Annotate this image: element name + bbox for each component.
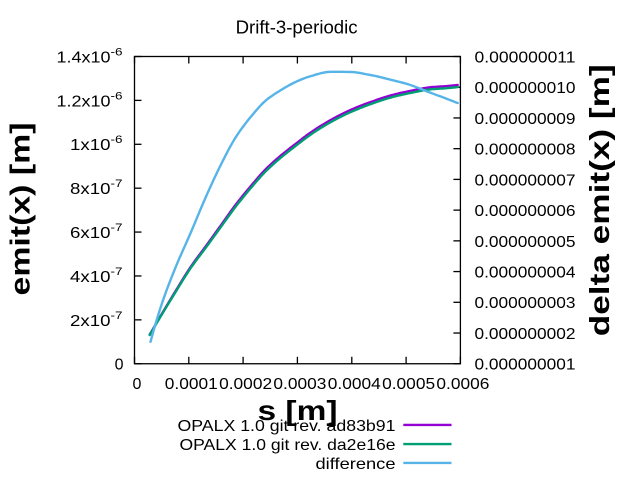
svg-text:0.000000004: 0.000000004: [475, 265, 576, 282]
svg-text:1x10: 1x10: [70, 137, 111, 154]
svg-text:-7: -7: [111, 178, 123, 190]
svg-text:delta emit(x) [m]: delta emit(x) [m]: [584, 64, 615, 336]
svg-text:0.0001: 0.0001: [165, 376, 218, 393]
svg-text:0.0004: 0.0004: [328, 376, 381, 393]
svg-text:2x10: 2x10: [70, 313, 111, 330]
svg-text:0.0002: 0.0002: [219, 376, 272, 393]
svg-text:OPALX 1.0 git rev. da2e16e: OPALX 1.0 git rev. da2e16e: [180, 437, 396, 454]
svg-text:0.000000008: 0.000000008: [475, 142, 576, 159]
svg-text:0.000000010: 0.000000010: [475, 80, 576, 97]
svg-text:1.2x10: 1.2x10: [57, 93, 111, 110]
svg-text:0.000000002: 0.000000002: [475, 326, 576, 343]
svg-text:s [m]: s [m]: [258, 395, 338, 426]
svg-text:0.000000001: 0.000000001: [475, 357, 576, 374]
svg-text:0: 0: [133, 376, 142, 393]
svg-text:4x10: 4x10: [70, 269, 111, 286]
svg-text:0.0003: 0.0003: [273, 376, 326, 393]
svg-text:-6: -6: [111, 134, 123, 146]
svg-text:0.000000007: 0.000000007: [475, 172, 576, 189]
svg-text:difference: difference: [316, 456, 396, 473]
svg-text:-7: -7: [111, 310, 123, 322]
svg-text:0.000000006: 0.000000006: [475, 203, 576, 220]
svg-text:0.000000005: 0.000000005: [475, 234, 576, 251]
svg-text:OPALX 1.0 git rev. ad83b91: OPALX 1.0 git rev. ad83b91: [178, 418, 396, 435]
svg-text:6x10: 6x10: [70, 225, 111, 242]
svg-text:0: 0: [115, 357, 124, 374]
svg-text:1.4x10: 1.4x10: [57, 49, 111, 66]
svg-text:0.0006: 0.0006: [436, 376, 489, 393]
svg-text:-6: -6: [111, 90, 123, 102]
svg-text:0.000000009: 0.000000009: [475, 111, 576, 128]
svg-text:0.000000011: 0.000000011: [475, 49, 576, 66]
svg-text:0.0005: 0.0005: [382, 376, 435, 393]
svg-text:8x10: 8x10: [70, 181, 111, 198]
svg-text:0.000000003: 0.000000003: [475, 295, 576, 312]
svg-text:-7: -7: [111, 222, 123, 234]
svg-text:emit(x) [m]: emit(x) [m]: [5, 122, 36, 295]
svg-text:Drift-3-periodic: Drift-3-periodic: [236, 18, 358, 38]
svg-text:-7: -7: [111, 266, 123, 278]
svg-text:-6: -6: [111, 46, 123, 58]
